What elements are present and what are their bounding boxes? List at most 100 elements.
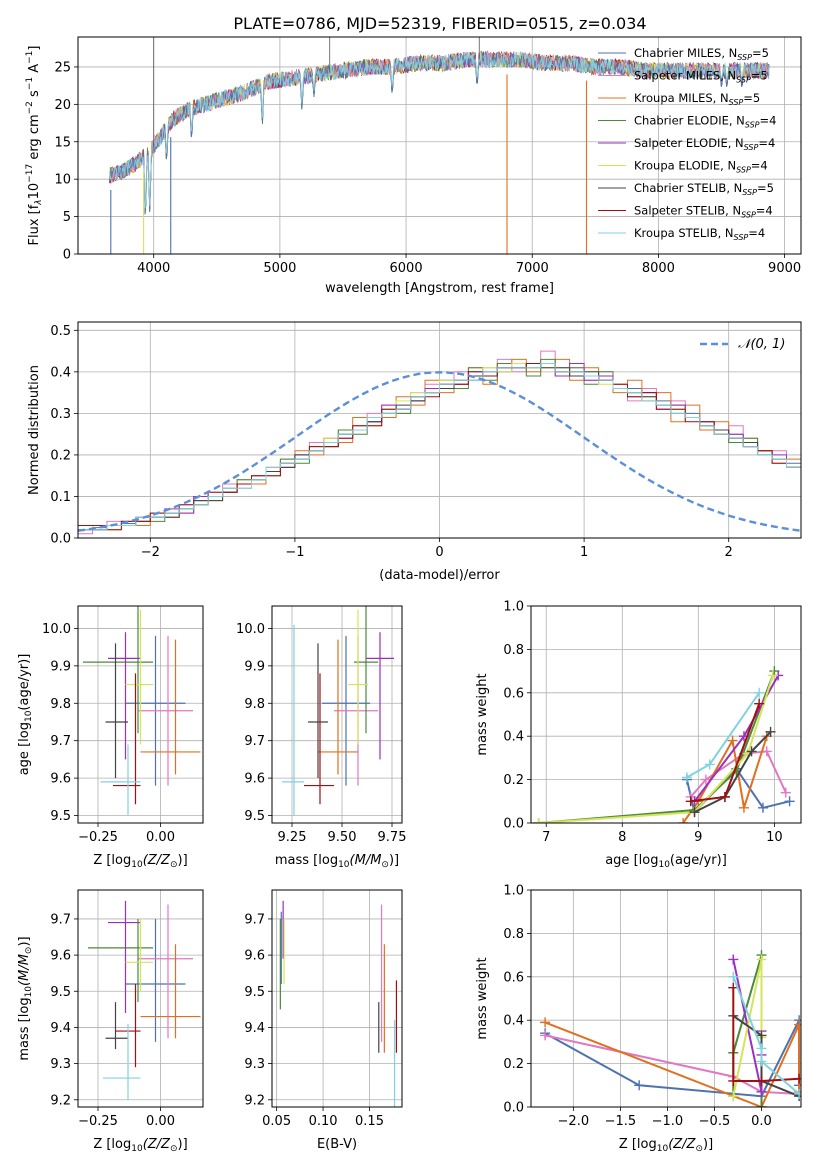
figure-title: PLATE=0786, MJD=52319, FIBERID=0515, z=0… xyxy=(233,14,646,33)
y-tick-label: 9.2 xyxy=(50,1093,71,1108)
legend-label-sub: SSP xyxy=(737,53,752,62)
mass-vs-metallicity-panel: −0.25 0.009.29.39.49.59.69.7Z [log10(Z/Z⊙… xyxy=(17,889,204,1154)
grid xyxy=(272,890,402,1107)
y-label-sub: λ xyxy=(34,199,44,205)
xlabel-label-part: )] xyxy=(178,1137,188,1152)
y-tick-label: 0.0 xyxy=(503,817,524,832)
y-tick-label: 9.2 xyxy=(244,1093,265,1108)
plot-area xyxy=(109,37,770,254)
legend-entry: Chabrier STELIB, NSSP=5 xyxy=(634,181,774,197)
axes-frame xyxy=(530,889,802,1108)
errorbar-point xyxy=(308,643,328,779)
y-tick-label: 9.9 xyxy=(50,659,71,674)
y-tick-label: 0.0 xyxy=(50,532,71,547)
legend-entry: Kroupa STELIB, NSSP=4 xyxy=(634,226,765,242)
errorbar-point xyxy=(100,744,141,816)
x-tick-label: 0.00 xyxy=(146,830,175,845)
plot-area xyxy=(533,666,795,823)
errorbar-point xyxy=(138,904,193,1039)
legend-label-tail: =5 xyxy=(751,69,768,83)
y-tick-label: 0.4 xyxy=(503,730,524,745)
x-tick-label: −0.25 xyxy=(78,830,118,845)
age-vs-mass-panel: 9.25 9.50 9.75 9.5 9.6 9.7 9.8 9.9 10.0 mass [log… xyxy=(236,605,407,870)
plot-area xyxy=(282,606,394,816)
normal-curve xyxy=(78,371,801,532)
xlabel-label-sub: ⊙ xyxy=(381,860,389,870)
errorbar-point xyxy=(138,635,193,786)
errorbar-point xyxy=(366,632,394,760)
x-tick-label: −0.5 xyxy=(699,1114,731,1129)
x-axis-label: (data-model)/error xyxy=(379,568,500,583)
legend-entry: Chabrier ELODIE, NSSP=4 xyxy=(634,114,776,130)
legend-label-tail: =5 xyxy=(752,46,769,60)
plot-area xyxy=(279,900,398,1107)
ylabel-label: mass [log10(M/M⊙)] xyxy=(17,936,34,1060)
xlabel-label-part: age [log xyxy=(605,853,658,868)
weight-marker xyxy=(738,802,749,813)
legend-entry: Kroupa ELODIE, NSSP=4 xyxy=(634,159,768,175)
y-tick-label: 10.0 xyxy=(236,622,265,637)
legend-label-tail: =4 xyxy=(758,136,775,150)
y-tick-label: 0.4 xyxy=(50,365,71,380)
xlabel-label-part: (Z/Z xyxy=(143,1137,171,1152)
axes-frame xyxy=(77,889,204,1108)
errorbar-point xyxy=(113,673,141,805)
y-tick-label: 0.2 xyxy=(50,448,71,463)
x-tick-label: −0.25 xyxy=(78,1114,118,1129)
y-tick-label: 10.0 xyxy=(42,622,71,637)
weight-marker xyxy=(727,735,738,746)
weight-marker xyxy=(754,687,765,698)
y-tick-label: 9.7 xyxy=(244,734,265,749)
y-tick-label: 9.3 xyxy=(50,1057,71,1072)
y-tick-label: 0 xyxy=(63,248,71,263)
errorbar-point xyxy=(125,918,186,1042)
y-tick-label: 9.7 xyxy=(50,734,71,749)
x-tick-label: 9.25 xyxy=(278,830,307,845)
errorbar-point xyxy=(88,918,153,1003)
legend-label-sub: SSP xyxy=(736,166,751,175)
xlabel-label-sub: ⊙ xyxy=(170,860,178,870)
errorbar-point xyxy=(348,609,368,745)
legend-label: Salpeter MILES, N xyxy=(634,69,736,83)
x-tick-label: −2.0 xyxy=(558,1114,590,1129)
y-axis-label: mass weight xyxy=(475,673,490,755)
x-tick-label: 0.00 xyxy=(146,1114,175,1129)
y-label-part: erg cm xyxy=(27,114,42,163)
x-tick-label: 10 xyxy=(766,830,783,845)
weight-line xyxy=(694,731,772,813)
x-tick-label: 9.75 xyxy=(378,830,407,845)
weight-marker xyxy=(756,1030,767,1041)
histogram-step xyxy=(78,363,801,538)
weight-marker xyxy=(634,1080,645,1091)
y-label-sup: −2 xyxy=(25,101,35,114)
y-tick-label: 9.6 xyxy=(244,772,265,787)
grid xyxy=(272,606,402,823)
xlabel-label-sub: ⊙ xyxy=(695,1144,703,1154)
weight-marker xyxy=(756,1043,767,1054)
axes-frame xyxy=(77,36,802,255)
y-tick-label: 0.1 xyxy=(50,490,71,505)
y-label-part: 10 xyxy=(27,183,42,200)
weight-marker xyxy=(756,1075,767,1086)
ylabel-label-sub: 10 xyxy=(24,986,34,998)
xlabel-label: Z [log10(Z/Z⊙)] xyxy=(619,1137,713,1154)
y-tick-label: 0.0 xyxy=(503,1101,524,1116)
weight-marker xyxy=(754,698,765,709)
xlabel-label-sub: 10 xyxy=(131,1144,143,1154)
errorbar-point xyxy=(105,643,128,779)
weight-marker xyxy=(767,670,778,681)
spectrum-line xyxy=(109,51,770,209)
xlabel-label: Z [log10(Z/Z⊙)] xyxy=(93,1137,187,1154)
xlabel-label-part: (M/M xyxy=(350,853,382,868)
x-tick-label: 8000 xyxy=(642,261,675,276)
legend-label: Salpeter STELIB, N xyxy=(634,204,741,218)
errorbar-point xyxy=(304,673,334,805)
xlabel-label-part: )] xyxy=(178,853,188,868)
legend-label: Chabrier MILES, N xyxy=(634,46,737,60)
x-tick-label: 6000 xyxy=(390,261,423,276)
weight-marker xyxy=(728,971,739,982)
legend-entry: Chabrier MILES, NSSP=5 xyxy=(634,46,769,62)
ylabel-label-part: )] xyxy=(17,936,32,946)
x-tick-label: 9.50 xyxy=(328,830,357,845)
weight-marker xyxy=(540,1030,551,1041)
